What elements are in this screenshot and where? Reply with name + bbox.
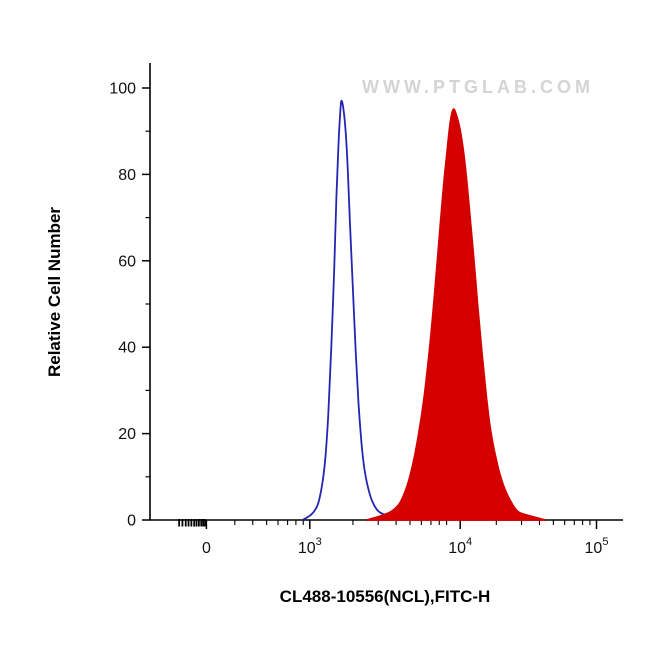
y-axis-tick-label: 0 [127,513,136,530]
x-axis-tick-label: 104 [448,536,472,557]
y-axis-tick-label: 40 [118,340,136,357]
x-axis-tick-label: 0 [202,540,211,557]
x-axis-tick-label: 105 [585,536,609,557]
x-axis-tick-label: 103 [298,536,322,557]
y-axis-tick-label: 60 [118,253,136,270]
red-filled-histogram [366,108,546,521]
x-axis-title: CL488-10556(NCL),FITC-H [280,587,491,606]
y-axis-tick-label: 80 [118,167,136,184]
chart-generated-layer: 0 20 40 60 80 100 0 103 104 105 [109,63,623,557]
blue-open-histogram [302,99,398,521]
y-axis-title: Relative Cell Number [45,207,64,377]
y-axis-tick-label: 20 [118,426,136,443]
y-axis-tick-label: 100 [109,81,136,98]
axis-lines [149,63,623,521]
watermark: WWW.PTGLAB.COM [362,77,594,97]
